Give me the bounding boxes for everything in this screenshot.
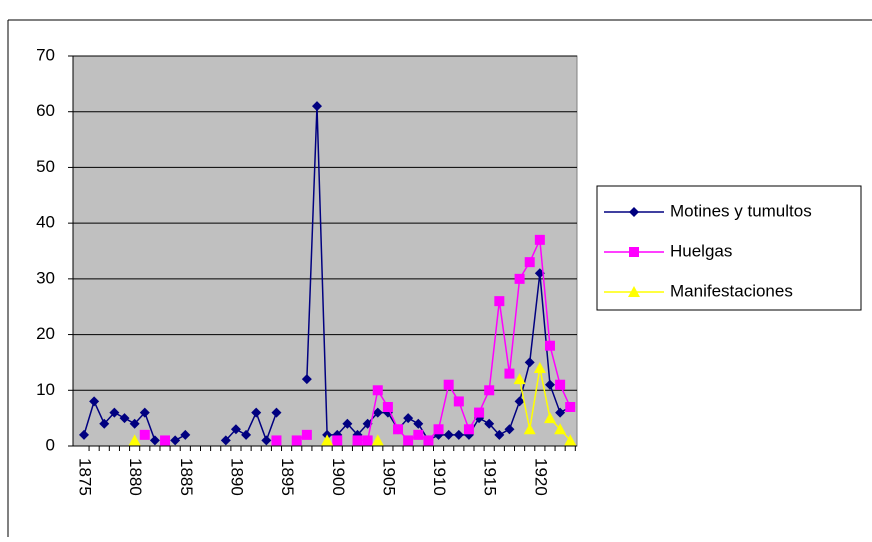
legend-label: Huelgas <box>670 241 732 260</box>
marker <box>271 407 282 418</box>
y-tick-label: 0 <box>46 435 55 454</box>
marker <box>629 207 639 217</box>
marker <box>565 402 576 412</box>
x-tick-label: 1915 <box>481 458 500 496</box>
y-tick-label: 70 <box>36 45 55 64</box>
marker <box>453 396 464 407</box>
marker <box>513 373 526 385</box>
marker <box>544 379 555 390</box>
x-tick-label: 1890 <box>227 458 246 496</box>
marker <box>628 286 640 297</box>
x-tick-label: 1880 <box>126 458 145 496</box>
marker <box>371 434 384 446</box>
y-tick-label: 50 <box>36 157 55 176</box>
marker <box>129 418 140 429</box>
marker <box>524 357 535 368</box>
marker <box>534 234 545 245</box>
marker <box>544 340 555 351</box>
marker <box>170 435 181 446</box>
marker <box>433 424 444 435</box>
marker <box>261 435 272 446</box>
marker <box>241 429 252 440</box>
marker <box>413 418 424 429</box>
marker <box>149 435 160 446</box>
marker <box>362 435 373 446</box>
marker <box>524 257 535 268</box>
series-line <box>357 236 571 442</box>
marker <box>311 101 322 112</box>
marker <box>393 424 404 435</box>
marker <box>533 362 546 373</box>
legend-box <box>596 185 862 311</box>
marker <box>474 407 485 418</box>
marker <box>180 429 191 440</box>
marker <box>301 374 312 385</box>
marker <box>301 429 312 440</box>
y-tick-label: 40 <box>36 213 55 232</box>
marker <box>423 435 434 446</box>
marker <box>79 429 89 440</box>
marker <box>372 385 383 396</box>
marker <box>494 296 505 307</box>
marker <box>494 429 505 440</box>
x-tick-label: 1905 <box>379 458 398 496</box>
marker <box>342 418 353 429</box>
marker <box>403 435 414 446</box>
marker <box>543 412 556 424</box>
marker <box>484 385 495 396</box>
y-tick-label: 10 <box>36 380 55 399</box>
marker <box>372 407 383 418</box>
marker <box>629 247 639 257</box>
y-tick-label: 20 <box>36 324 55 343</box>
marker <box>555 407 566 418</box>
marker <box>453 429 464 440</box>
marker <box>321 434 334 446</box>
marker <box>139 429 150 440</box>
x-tick-label: 1900 <box>329 458 348 496</box>
marker <box>443 429 454 440</box>
marker <box>484 418 495 429</box>
marker <box>220 435 231 446</box>
legend-label: Motines y tumultos <box>670 201 812 220</box>
marker <box>291 435 302 446</box>
marker <box>463 424 474 435</box>
marker <box>128 434 141 446</box>
marker <box>332 435 343 446</box>
marker <box>160 435 171 446</box>
marker <box>230 424 241 435</box>
y-tick-label: 60 <box>36 101 55 120</box>
marker <box>413 429 424 440</box>
marker <box>504 424 515 435</box>
x-tick-label: 1875 <box>76 458 95 496</box>
marker <box>564 434 577 446</box>
marker <box>109 407 120 418</box>
marker <box>514 273 525 284</box>
marker <box>443 379 454 390</box>
legend-label: Manifestaciones <box>670 281 793 300</box>
marker <box>554 423 567 435</box>
y-tick-label: 30 <box>36 268 55 287</box>
marker <box>352 435 363 446</box>
marker <box>99 418 110 429</box>
x-tick-label: 1920 <box>531 458 550 496</box>
marker <box>514 396 525 407</box>
marker <box>139 407 150 418</box>
marker <box>271 435 282 446</box>
marker <box>523 423 536 435</box>
marker <box>504 368 515 379</box>
marker <box>555 379 566 390</box>
marker <box>89 396 100 407</box>
marker <box>119 413 130 424</box>
marker <box>251 407 262 418</box>
x-tick-label: 1885 <box>177 458 196 496</box>
marker <box>403 413 414 424</box>
x-tick-label: 1895 <box>278 458 297 496</box>
x-tick-label: 1910 <box>430 458 449 496</box>
marker <box>382 402 393 412</box>
